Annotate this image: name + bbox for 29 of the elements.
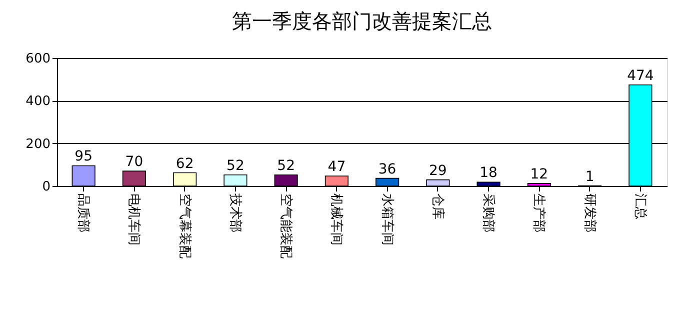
data-label: 95 bbox=[74, 148, 92, 165]
data-label: 62 bbox=[176, 156, 194, 172]
x-tick-label: 电机车间 bbox=[126, 194, 142, 246]
data-label: 474 bbox=[627, 68, 654, 84]
x-tick-label: 采购部 bbox=[480, 194, 496, 232]
x-tick-label: 生产部 bbox=[531, 194, 546, 232]
x-tick-label: 水箱车间 bbox=[379, 194, 394, 246]
data-label: 12 bbox=[530, 166, 548, 182]
data-label: 52 bbox=[277, 158, 295, 174]
x-tick-label: 机械车间 bbox=[328, 194, 344, 246]
x-tick-label: 技术部 bbox=[227, 192, 242, 232]
x-tick-label: 研发部 bbox=[582, 194, 597, 232]
data-label: 47 bbox=[328, 158, 346, 175]
chart-title: 第一季度各部门改善提案汇总 bbox=[232, 9, 492, 33]
x-tick-label: 仓库 bbox=[430, 194, 445, 220]
y-tick-label: 400 bbox=[26, 94, 50, 110]
y-tick-label: 200 bbox=[26, 136, 50, 152]
data-label: 70 bbox=[125, 154, 144, 170]
data-label: 52 bbox=[226, 158, 244, 174]
y-tick-label: 600 bbox=[26, 52, 50, 66]
data-label: 29 bbox=[429, 162, 447, 179]
data-label: 1 bbox=[585, 168, 594, 185]
x-tick-label: 汇总 bbox=[632, 194, 648, 220]
x-tick-label: 品质部 bbox=[76, 194, 91, 232]
x-tick-label: 空气能装配 bbox=[278, 194, 294, 258]
data-label: 36 bbox=[378, 161, 396, 178]
x-tick-label: 空气幕装配 bbox=[176, 194, 192, 258]
y-tick-label: 0 bbox=[42, 180, 50, 194]
data-label: 18 bbox=[480, 165, 498, 182]
